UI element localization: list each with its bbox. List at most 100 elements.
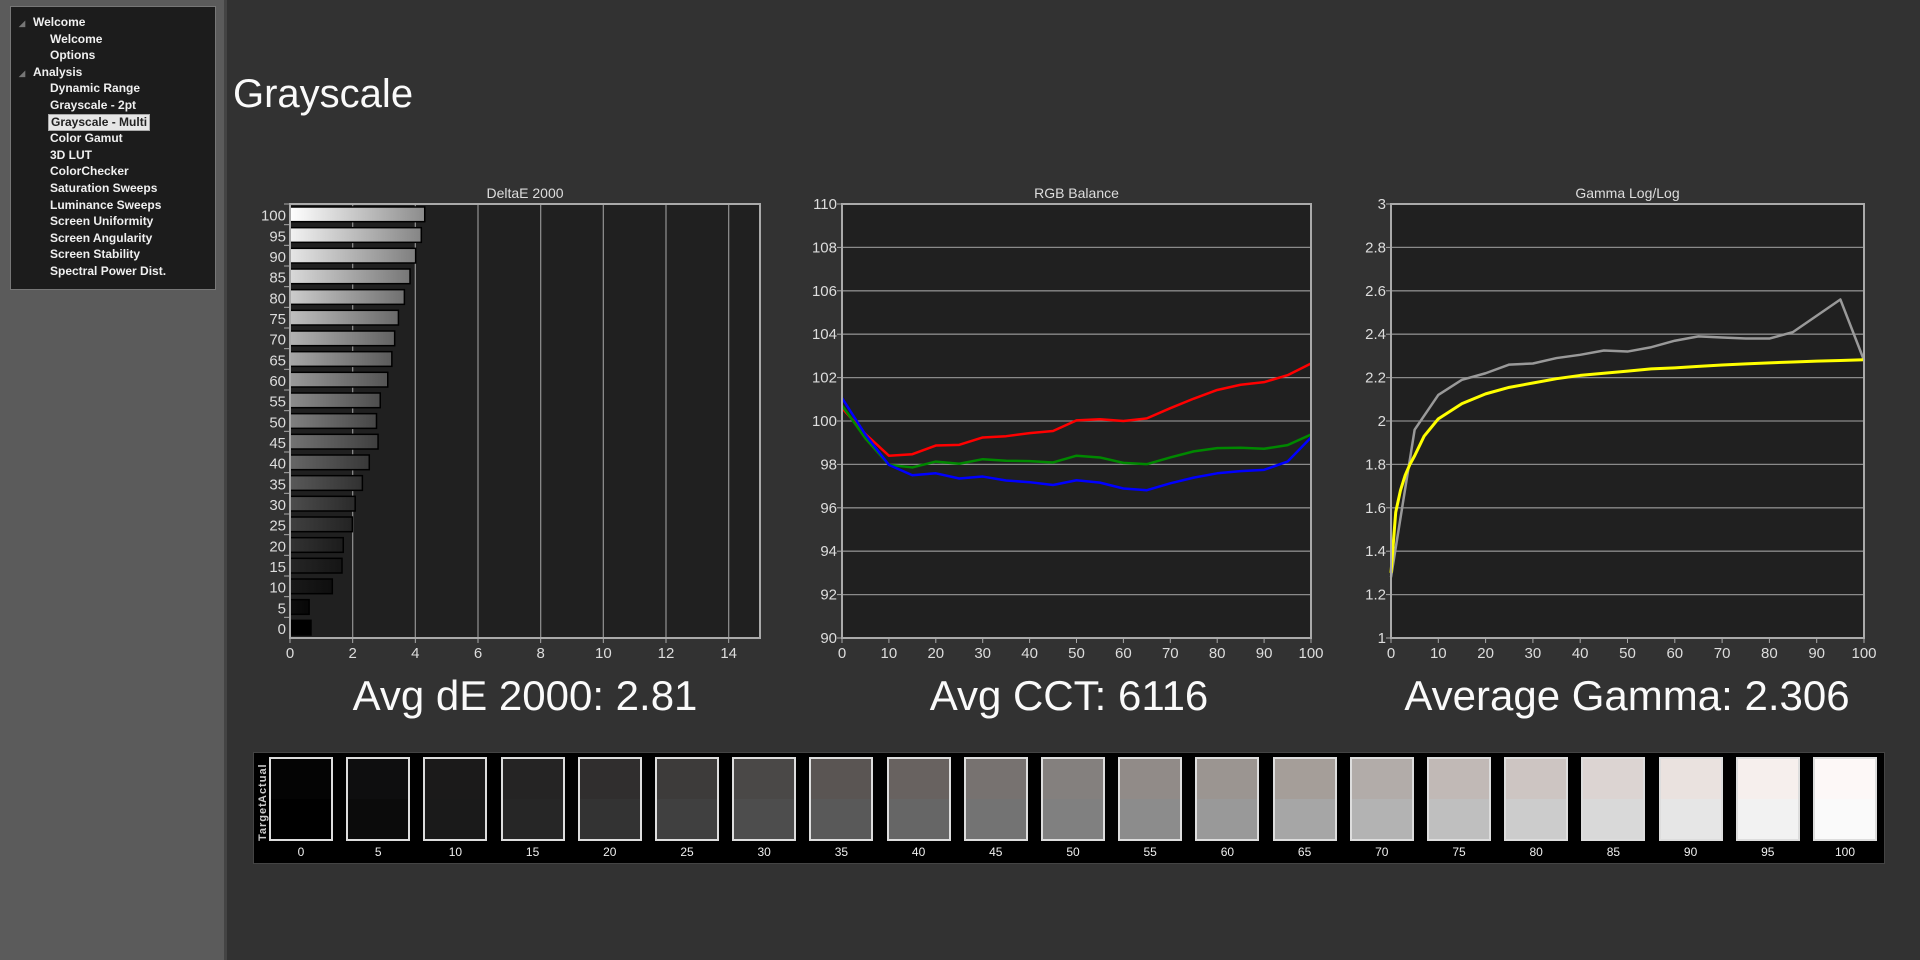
sidebar-item[interactable]: 3D LUT	[50, 147, 92, 162]
swatch-label: 0	[297, 845, 305, 859]
swatch-80	[1504, 757, 1569, 841]
y-tick-label: 50	[269, 414, 286, 431]
y-tick-label: 100	[261, 208, 286, 225]
x-tick-label: 14	[720, 645, 737, 662]
swatch-0	[269, 757, 333, 841]
target-color	[1043, 799, 1103, 839]
x-tick-label: 2	[348, 645, 356, 662]
bar-60	[289, 371, 389, 388]
actual-color	[579, 759, 640, 799]
sidebar-item[interactable]: Screen Uniformity	[50, 214, 154, 229]
sidebar-item[interactable]: Luminance Sweeps	[50, 197, 162, 212]
grayscale-swatch-strip: Actual Target 0 5 10 15 20 25 30 35 40 45 50 55 60 65…	[253, 752, 1885, 864]
sidebar-item[interactable]: Dynamic Range	[50, 81, 141, 96]
x-tick-label: 100	[1851, 645, 1876, 662]
x-tick-label: 80	[1209, 645, 1226, 662]
y-tick-label: 1.8	[1365, 456, 1386, 473]
y-tick-label: 35	[269, 476, 286, 493]
x-tick-label: 20	[1477, 645, 1494, 662]
plot-border	[1390, 203, 1865, 639]
target-color	[1660, 799, 1721, 839]
tree-group-analysis[interactable]: ◢ Analysis	[19, 65, 82, 81]
actual-color	[1351, 759, 1412, 799]
y-tick-label: 85	[269, 270, 286, 287]
target-color	[579, 799, 640, 839]
y-tick-label: 92	[820, 587, 837, 604]
target-color	[1815, 799, 1875, 839]
chart-title: RGB Balance	[1034, 185, 1119, 201]
swatch-label: 45	[989, 845, 1003, 859]
actual-color	[1429, 759, 1489, 799]
y-tick-label: 108	[812, 239, 837, 256]
y-tick-label: 98	[820, 456, 837, 473]
swatch-70	[1349, 757, 1414, 841]
actual-color	[1506, 759, 1567, 799]
swatch-label: 70	[1375, 845, 1389, 859]
swatch-label: 20	[603, 845, 617, 859]
rgb-balance-chart: RGB Balance 90 92 94 96 98 100 102 104 106 108 110 0…	[812, 185, 1324, 662]
y-tick-label: 25	[269, 518, 286, 535]
bar-50	[289, 412, 378, 430]
swatch-5	[346, 757, 411, 841]
actual-color	[1815, 759, 1875, 799]
y-tick-label: 100	[812, 413, 837, 430]
actual-color	[1043, 759, 1103, 799]
expand-triangle-icon[interactable]: ◢	[19, 68, 26, 78]
actual-color	[502, 759, 563, 799]
sidebar-item[interactable]: Grayscale - 2pt	[50, 98, 137, 112]
y-tick-label: 1.4	[1365, 543, 1386, 560]
sidebar-item[interactable]: Welcome	[50, 31, 103, 46]
x-tick-label: 30	[974, 645, 991, 662]
x-tick-label: 6	[474, 645, 482, 662]
sidebar-item[interactable]: Screen Angularity	[50, 230, 153, 245]
sidebar-item[interactable]: Grayscale - Multi	[48, 113, 151, 131]
sidebar-item[interactable]: Spectral Power Dist.	[50, 264, 167, 278]
actual-color	[1120, 759, 1181, 799]
x-tick-label: 10	[595, 645, 612, 662]
x-tick-label: 50	[1068, 645, 1085, 662]
series-line-0	[841, 362, 1312, 457]
sidebar-item[interactable]: Saturation Sweeps	[50, 181, 158, 195]
swatch-100	[1813, 757, 1877, 841]
x-tick-label: 40	[1021, 645, 1038, 662]
bar-85	[289, 268, 411, 285]
y-tick-label: 20	[269, 538, 286, 555]
expand-triangle-icon[interactable]: ◢	[19, 19, 26, 28]
x-tick-label: 0	[1387, 645, 1395, 662]
sidebar-item[interactable]: Color Gamut	[50, 131, 123, 146]
swatch-25	[655, 757, 719, 841]
swatch-label: 50	[1066, 845, 1080, 859]
plot-border	[841, 203, 1312, 639]
bar-55	[289, 392, 381, 409]
target-color	[1506, 799, 1567, 839]
target-color	[1274, 799, 1335, 839]
sidebar-item[interactable]: ColorChecker	[50, 164, 129, 179]
y-tick-label: 90	[820, 630, 837, 647]
x-tick-label: 40	[1572, 645, 1589, 662]
swatch-label: 25	[680, 845, 694, 859]
y-tick-label: 95	[269, 228, 286, 245]
bar-75	[289, 309, 400, 326]
tree-group-welcome[interactable]: ◢ Welcome	[19, 15, 85, 31]
y-tick-label: 1.6	[1365, 500, 1386, 517]
swatch-label: 85	[1606, 845, 1621, 859]
y-tick-label: 106	[812, 283, 837, 300]
x-tick-label: 30	[1525, 645, 1542, 662]
y-tick-label: 2.4	[1365, 326, 1386, 343]
swatch-35	[809, 757, 874, 841]
target-color	[965, 799, 1026, 839]
target-color	[1737, 799, 1798, 839]
swatch-label: 10	[448, 845, 463, 859]
target-color	[1429, 799, 1489, 839]
y-tick-label: 110	[813, 196, 837, 213]
actual-color	[1737, 759, 1798, 799]
sidebar: ◢ Welcome Welcome Options ◢ Analysis Dynamic R…	[0, 0, 227, 960]
sidebar-item[interactable]: Options	[50, 48, 96, 63]
target-color	[657, 799, 717, 839]
bar-45	[289, 433, 379, 450]
x-tick-label: 50	[1619, 645, 1636, 662]
chart-title: DeltaE 2000	[486, 185, 563, 201]
sidebar-item[interactable]: Screen Stability	[50, 247, 141, 262]
bar-35	[289, 474, 364, 492]
